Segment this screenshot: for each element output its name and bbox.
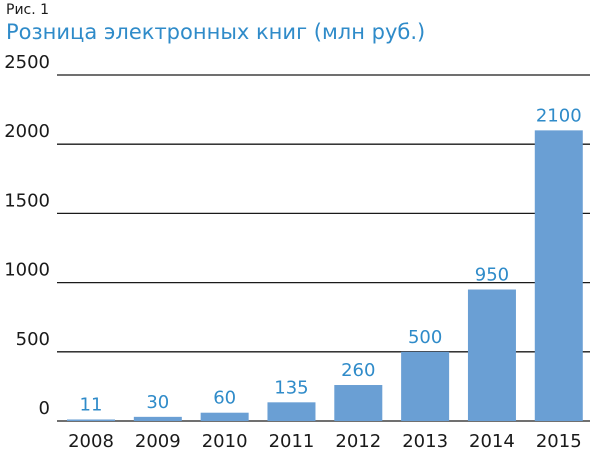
bar-2011 (267, 402, 316, 421)
data-label: 500 (408, 327, 442, 348)
y-axis-ticks: 0 500 1000 1500 2000 2500 (4, 52, 50, 419)
x-tick-label: 2008 (68, 431, 114, 452)
x-tick-label: 2011 (269, 431, 315, 452)
data-label: 135 (274, 377, 308, 398)
bars (67, 130, 583, 422)
bar-2008 (67, 419, 115, 421)
x-tick-label: 2010 (202, 431, 248, 452)
x-tick-label: 2015 (536, 431, 582, 452)
data-label: 950 (475, 265, 509, 286)
bar-2013 (401, 351, 450, 421)
bar-2012 (334, 385, 383, 421)
x-tick-label: 2013 (402, 431, 448, 452)
bar-2015 (534, 130, 583, 422)
data-labels: 11 30 60 135 260 500 950 2100 (80, 105, 582, 415)
figure-label: Рис. 1 (6, 2, 50, 18)
data-label: 60 (213, 388, 236, 409)
y-tick-label: 2000 (4, 121, 50, 142)
bar-2010 (200, 412, 249, 421)
chart-title: Розница электронных книг (млн руб.) (6, 20, 426, 44)
y-tick-label: 1500 (4, 190, 50, 211)
y-tick-label: 1000 (4, 260, 50, 281)
x-axis-ticks: 2008 2009 2010 2011 2012 2013 2014 2015 (68, 431, 582, 452)
data-label: 2100 (536, 105, 582, 126)
y-tick-label: 500 (16, 329, 50, 350)
data-label: 30 (146, 392, 169, 413)
x-tick-label: 2014 (469, 431, 515, 452)
bar-2014 (467, 289, 516, 421)
y-tick-label: 2500 (4, 52, 50, 73)
data-label: 260 (341, 360, 375, 381)
data-label: 11 (80, 394, 103, 415)
y-tick-label: 0 (39, 398, 50, 419)
x-tick-label: 2009 (135, 431, 181, 452)
x-tick-label: 2012 (335, 431, 381, 452)
bar-2009 (133, 416, 182, 421)
